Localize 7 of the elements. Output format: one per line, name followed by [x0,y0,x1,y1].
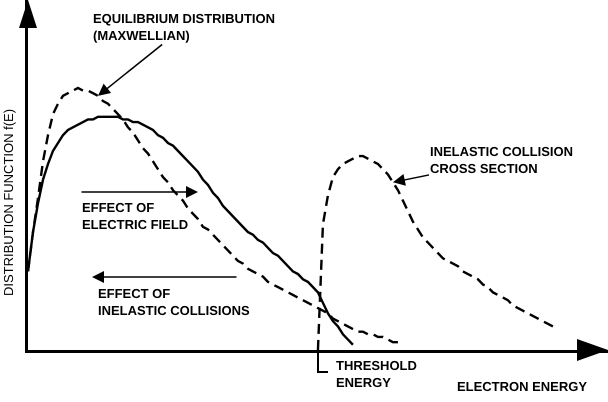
annotation: EFFECT OF ELECTRIC FIELD [82,200,188,232]
x-axis-title: ELECTRON ENERGY [457,379,588,394]
y-axis-title: DISTRIBUTION FUNCTION f(E) [1,108,16,296]
text: INELASTIC COLLISION CROSS SECTION [430,144,573,176]
annotation: EFFECT OF INELASTIC COLLISIONS [98,286,250,318]
text: EQUILIBRIUM DISTRIBUTION (MAXWELLIAN) [93,11,275,43]
text: THRESHOLD ENERGY [336,358,417,390]
